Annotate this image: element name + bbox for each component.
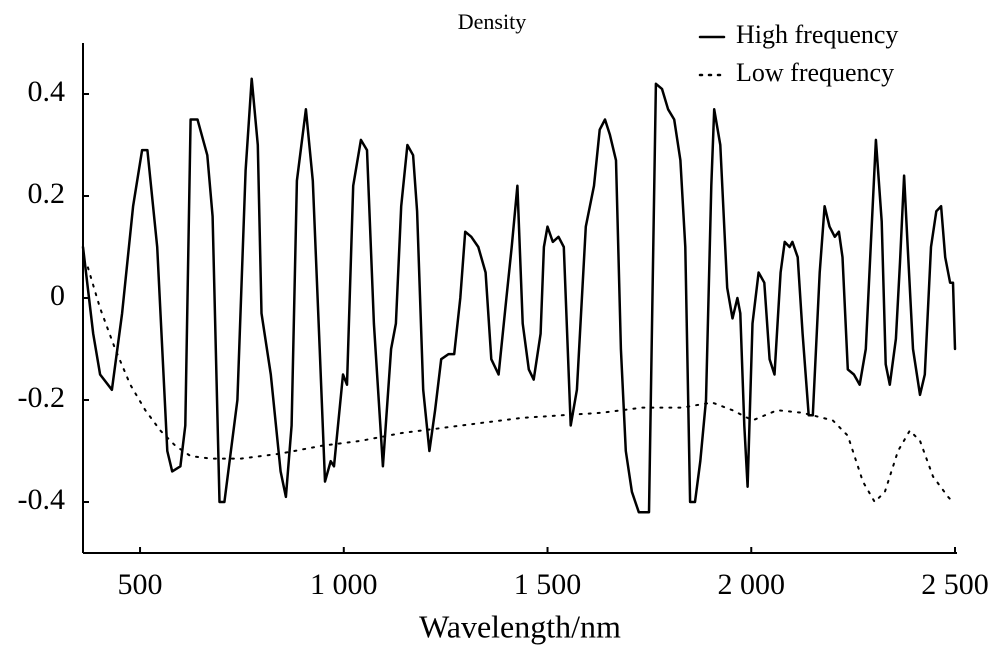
y-tick-label: -0.2 <box>18 381 66 414</box>
y-tick-label: -0.4 <box>18 483 66 516</box>
x-tick-label: 500 <box>118 568 163 601</box>
chart-title: Density <box>458 9 526 34</box>
y-tick-label: 0 <box>50 279 65 312</box>
legend-label: High frequency <box>736 20 898 49</box>
line-series <box>81 77 957 514</box>
x-tick-label: 1 000 <box>310 568 378 601</box>
legend-label: Low frequency <box>736 58 894 87</box>
y-tick-label: 0.2 <box>28 177 66 210</box>
x-tick-label: 2 500 <box>921 568 989 601</box>
y-tick-label: 0.4 <box>28 75 66 108</box>
x-axis-label: Wavelength/nm <box>419 608 621 644</box>
x-tick-label: 2 000 <box>718 568 786 601</box>
line-series <box>86 266 954 503</box>
x-tick-label: 1 500 <box>514 568 582 601</box>
